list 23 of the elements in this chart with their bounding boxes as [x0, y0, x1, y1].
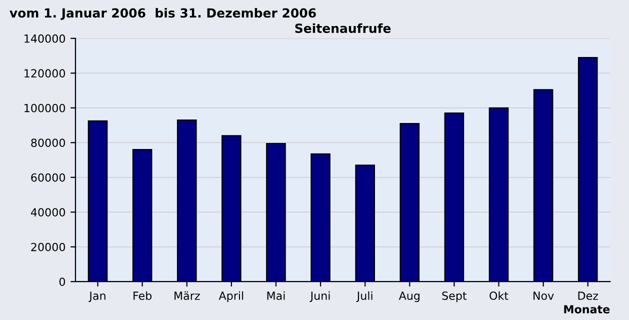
x-tick-label: Juni	[310, 291, 330, 302]
y-tick-label: 120000	[24, 69, 66, 78]
y-tick-label: 0	[59, 278, 66, 286]
y-tick-label: 40000	[30, 208, 66, 216]
x-tick-label: Feb	[134, 291, 152, 300]
x-tick-label: Dez	[578, 292, 598, 300]
x-tick-label: Mai	[267, 291, 285, 300]
chart-title: Seitenaufrufe	[295, 23, 391, 34]
x-tick-label: April	[218, 291, 244, 302]
y-tick-label: 80000	[31, 138, 66, 148]
y-tick-label: 140000	[24, 34, 66, 43]
x-tick-label: Okt	[490, 291, 508, 300]
x-tick-label: Aug	[398, 292, 420, 302]
x-tick-label: Jan	[88, 292, 106, 302]
y-tick-label: 20000	[31, 242, 66, 252]
x-tick-label: März	[174, 291, 200, 300]
y-tick-label: 60000	[31, 173, 66, 182]
x-axis-title: Monate	[564, 305, 610, 314]
x-tick-label: Juli	[356, 291, 372, 302]
y-tick-label: 100000	[24, 104, 66, 112]
chart-subtitle: vom 1. Januar 2006 bis 31. Dezember 2006	[10, 8, 316, 20]
x-tick-label: Nov	[534, 292, 554, 300]
x-tick-label: Sept	[442, 292, 467, 302]
